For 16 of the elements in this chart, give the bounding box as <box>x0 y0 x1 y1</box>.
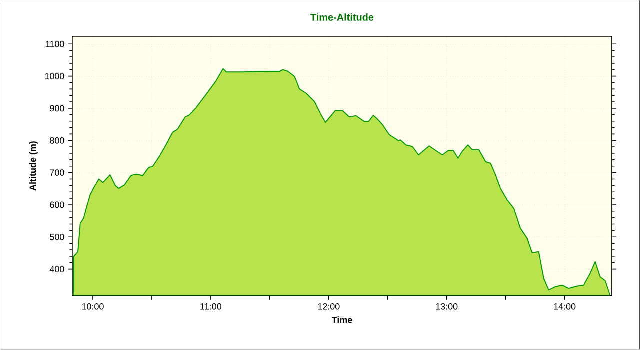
chart-title: Time-Altitude <box>310 14 374 22</box>
y-tick-label: 700 <box>50 170 64 176</box>
x-tick-label: 12:00 <box>318 304 340 310</box>
x-tick-label: 11:00 <box>200 304 222 310</box>
y-tick-label: 800 <box>50 138 64 144</box>
y-tick-label: 500 <box>50 234 64 240</box>
y-tick-label: 400 <box>50 266 64 273</box>
x-tick-label: 10:00 <box>82 304 104 310</box>
y-tick-label: 900 <box>50 105 64 112</box>
y-tick-label: 600 <box>50 202 64 208</box>
y-tick-label: 1000 <box>45 73 64 80</box>
y-tick-label: 1100 <box>46 41 64 48</box>
y-axis-title: Altitude (m) <box>30 142 38 191</box>
x-tick-label: 14:00 <box>554 304 576 310</box>
x-axis-title: Time <box>332 316 352 324</box>
x-tick-label: 13:00 <box>436 304 458 310</box>
